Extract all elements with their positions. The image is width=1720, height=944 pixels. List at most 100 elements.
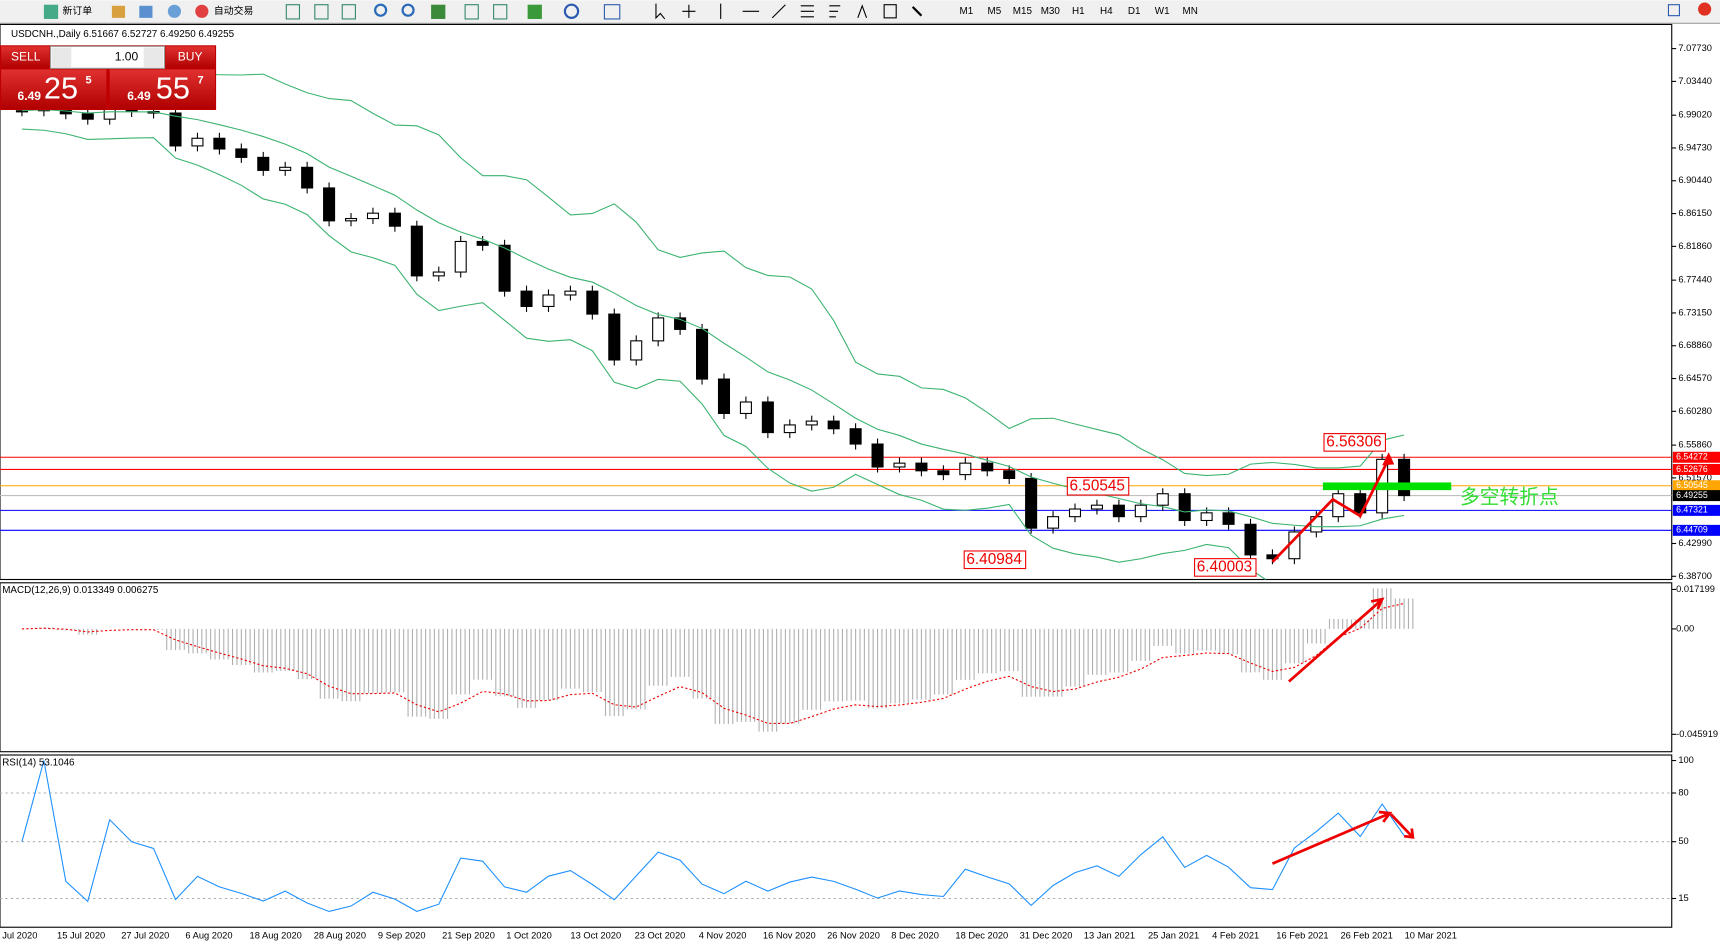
macd-panel (0, 582, 1673, 753)
candle (1134, 504, 1147, 518)
price-tick-label: 6.42990 (1678, 538, 1712, 548)
candle (366, 212, 379, 220)
tile-icon[interactable] (431, 4, 446, 19)
date-label: 16 Nov 2020 (763, 930, 816, 940)
date-label: 6 Aug 2020 (185, 930, 232, 940)
tool-icon[interactable] (314, 4, 329, 20)
zoom-out[interactable] (401, 3, 415, 17)
annotation-label: 6.56306 (1326, 433, 1381, 450)
level-tag (1672, 524, 1720, 536)
macd-label: MACD(12,26,9) 0.013349 0.006275 (2, 585, 159, 596)
label-icon[interactable] (883, 4, 897, 19)
tool-icon[interactable] (111, 5, 126, 18)
price-tick-label: 6.77440 (1678, 275, 1712, 285)
arrow-head (1382, 452, 1395, 466)
bid-pips: 25 (44, 70, 78, 105)
price-tick-label: 6.94730 (1678, 142, 1712, 152)
ask-box[interactable] (109, 69, 215, 109)
main-chart (0, 23, 1673, 581)
tool-icon[interactable] (139, 5, 153, 18)
candle (739, 401, 752, 415)
chart-header: USDCNH.,Daily 6.51667 6.52727 6.49250 6.… (11, 29, 235, 40)
tool-icon[interactable] (167, 4, 181, 18)
timeframe-button[interactable]: M1 (960, 6, 974, 17)
timeframe-button[interactable]: H4 (1100, 6, 1113, 17)
candle (1112, 504, 1125, 518)
timeframe-button[interactable]: W1 (1155, 6, 1170, 17)
buy-button[interactable] (165, 46, 215, 69)
timeframe-button[interactable]: M15 (1013, 6, 1033, 17)
candle (652, 317, 665, 342)
tool-icon[interactable] (341, 4, 356, 20)
candle (1244, 523, 1257, 556)
candle (1068, 508, 1082, 518)
sell-button[interactable] (1, 46, 50, 69)
trendline-icon[interactable] (771, 4, 786, 19)
sell-label: SELL (11, 50, 41, 64)
timeframe-button[interactable]: M5 (988, 6, 1002, 17)
candle (1200, 512, 1213, 522)
candle (674, 317, 687, 330)
tool-icon[interactable] (285, 4, 301, 20)
candle (344, 217, 358, 222)
candle (805, 420, 818, 426)
timeframe-button[interactable]: H1 (1072, 6, 1085, 17)
cursor-icon[interactable] (655, 3, 666, 20)
price-tick-label: 6.81860 (1678, 241, 1712, 251)
candle (761, 401, 774, 434)
candle (1178, 493, 1191, 522)
candle (432, 271, 445, 277)
new-order-button[interactable]: 新订单 (63, 4, 93, 17)
date-label: 23 Oct 2020 (635, 930, 686, 940)
tool-icon[interactable] (493, 4, 508, 20)
candle (1222, 512, 1235, 525)
rsi-label: RSI(14) 53.1046 (2, 757, 75, 768)
timeframe-button[interactable]: M30 (1041, 6, 1061, 17)
date-label: 18 Dec 2020 (955, 930, 1008, 940)
alert-icon[interactable] (1698, 2, 1712, 16)
timeframe-button[interactable]: MN (1183, 6, 1198, 17)
pivot-note: 多空转折点 (1460, 487, 1559, 509)
candle (191, 137, 204, 147)
lot-up[interactable] (143, 47, 164, 68)
candle (1003, 470, 1016, 479)
rsi-tick-label: 80 (1678, 787, 1688, 797)
period-icon[interactable] (563, 3, 580, 19)
rsi-tick-label: 15 (1678, 893, 1688, 903)
auto-trading-icon[interactable] (195, 4, 209, 18)
buy-label: BUY (178, 50, 203, 64)
bid-box[interactable] (1, 69, 107, 109)
candle (1398, 458, 1411, 497)
new-order-icon[interactable] (43, 4, 59, 19)
lot-input[interactable] (49, 45, 166, 69)
timeframe-button[interactable]: D1 (1128, 6, 1141, 17)
macd-tick-label: 0.00 (1676, 623, 1694, 633)
candle (893, 462, 906, 468)
bollinger-band (21, 109, 1405, 528)
level-tag (1672, 451, 1720, 463)
price-tick-label: 6.90440 (1678, 175, 1712, 185)
shapes-icon[interactable] (911, 6, 923, 17)
price-tick-label: 6.60280 (1678, 406, 1712, 416)
channel-icon[interactable] (800, 5, 814, 18)
crosshair-icon[interactable] (682, 4, 696, 18)
annotation-label: 6.50545 (1070, 477, 1125, 494)
candle (476, 240, 489, 246)
tool-icon[interactable] (464, 4, 479, 20)
search-icon[interactable] (1667, 4, 1680, 17)
date-label: 25 Jan 2021 (1148, 930, 1199, 940)
auto-trading-button[interactable]: 自动交易 (214, 4, 253, 17)
candle (630, 340, 643, 361)
macd-signal (21, 602, 1405, 725)
lot-down[interactable] (51, 47, 72, 68)
price-tick-label: 6.86150 (1678, 208, 1712, 218)
template-icon[interactable] (603, 4, 621, 20)
zoom-in[interactable] (374, 3, 388, 17)
candle (81, 113, 94, 120)
date-label: 26 Feb 2021 (1340, 930, 1392, 940)
candle (608, 313, 621, 361)
indicator-icon[interactable] (527, 4, 542, 19)
text-icon[interactable] (857, 4, 868, 19)
fibo-icon[interactable] (829, 5, 841, 18)
